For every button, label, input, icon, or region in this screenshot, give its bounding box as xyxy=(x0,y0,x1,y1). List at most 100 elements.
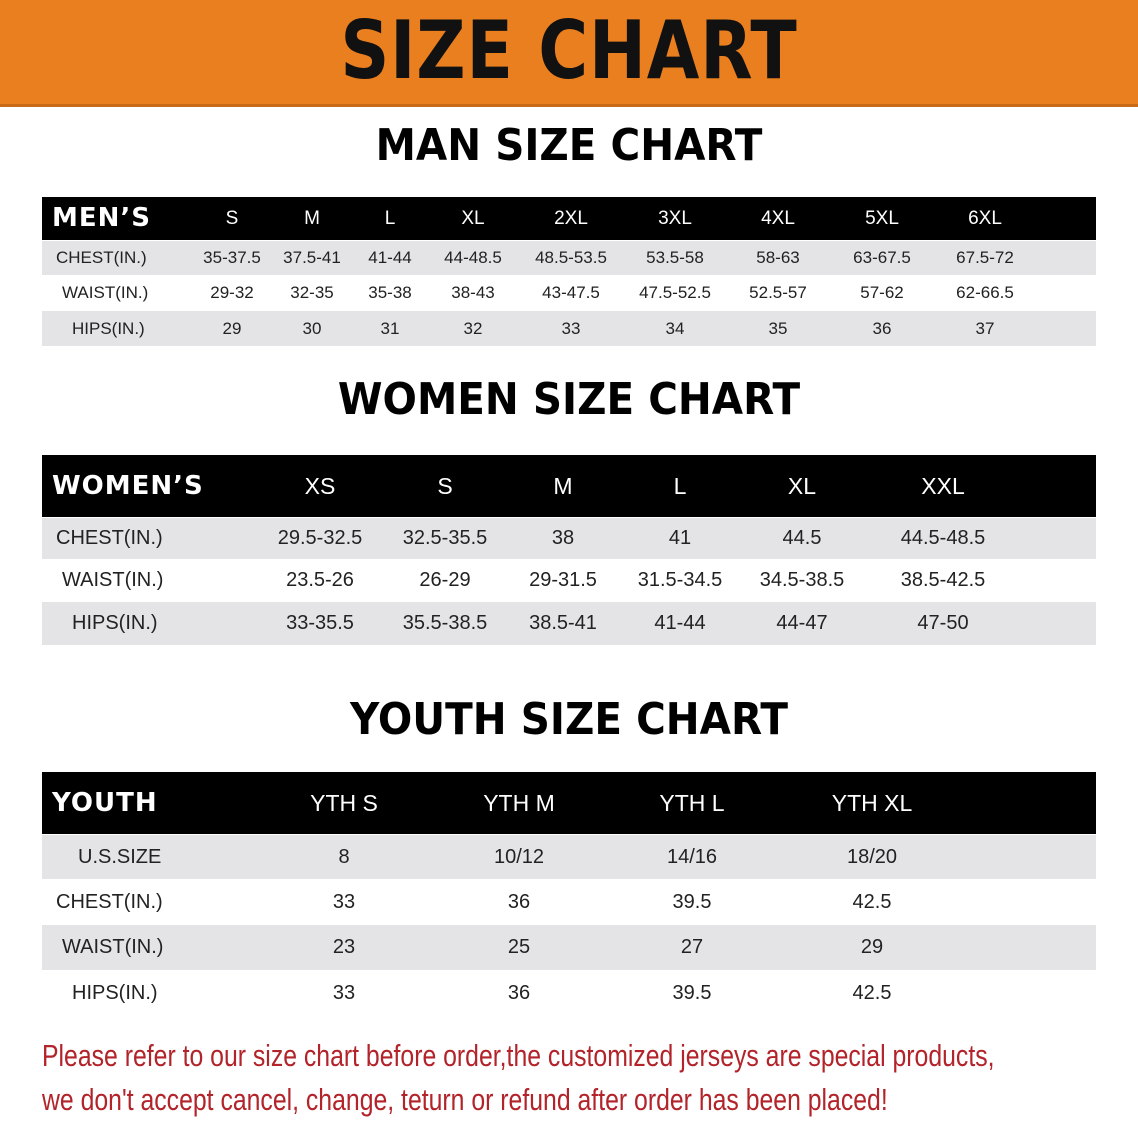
size-header: XL xyxy=(461,208,485,229)
table-cell: 14/16 xyxy=(666,846,718,868)
row-label: WAIST(IN.) xyxy=(62,936,164,958)
table-cell: 47.5-52.5 xyxy=(639,283,711,302)
table-cell: 33-35.5 xyxy=(286,612,354,634)
table-cell: 25 xyxy=(507,936,531,958)
table-cell: 39.5 xyxy=(672,982,712,1004)
table-cell: 29-31.5 xyxy=(529,569,597,591)
table-cell: 30 xyxy=(302,319,322,338)
table-cell: 47-50 xyxy=(917,612,969,634)
table-row: CHEST(IN.) 33 36 39.5 42.5 xyxy=(42,880,1096,924)
table-cell: 18/20 xyxy=(846,846,898,868)
size-header: XL xyxy=(787,473,817,499)
row-label: CHEST(IN.) xyxy=(56,891,163,913)
table-cell: 44-48.5 xyxy=(444,248,502,267)
table-cell: 35 xyxy=(768,319,788,338)
table-cell: 53.5-58 xyxy=(646,248,704,267)
table-cell: 35.5-38.5 xyxy=(402,612,488,634)
table-cell: 29-32 xyxy=(210,283,254,302)
table-header-row: YOUTH YTH S YTH M YTH L YTH XL xyxy=(42,772,1096,834)
table-cell: 29.5-32.5 xyxy=(277,527,363,549)
table-cell: 62-66.5 xyxy=(956,283,1014,302)
table-cell: 23.5-26 xyxy=(286,569,354,591)
table-cell: 37 xyxy=(975,319,995,338)
table-cell: 58-63 xyxy=(756,248,800,267)
table-cell: 38-43 xyxy=(451,283,495,302)
table-cell: 32-35 xyxy=(290,283,334,302)
table-cell: 33 xyxy=(332,982,356,1004)
table-cell: 29 xyxy=(860,936,884,958)
row-label: U.S.SIZE xyxy=(78,846,162,868)
table-cell: 31 xyxy=(380,319,400,338)
table-cell: 34 xyxy=(665,319,685,338)
table-row: WAIST(IN.) 23.5-26 26-29 29-31.5 31.5-34.5 34… xyxy=(42,560,1096,601)
table-cell: 10/12 xyxy=(493,846,545,868)
size-header: 2XL xyxy=(554,208,588,229)
row-label: CHEST(IN.) xyxy=(56,527,163,549)
size-header: YTH S xyxy=(310,790,378,816)
title-banner: SIZE CHART xyxy=(0,0,1138,107)
order-notice-line-2: we don't accept cancel, change, teturn o… xyxy=(42,1082,888,1117)
row-label: HIPS(IN.) xyxy=(72,612,158,634)
table-cell: 38.5-41 xyxy=(529,612,597,634)
size-header: 3XL xyxy=(658,208,692,229)
table-cell: 44.5-48.5 xyxy=(900,527,986,549)
table-cell: 38.5-42.5 xyxy=(900,569,986,591)
women-size-table: WOMEN’S XS S M L XL XXL CHEST(IN.) 29.5-32.5 32.5… xyxy=(42,455,1096,645)
table-cell: 44-47 xyxy=(776,612,828,634)
table-cell: 33 xyxy=(332,891,356,913)
youth-section-title: YOUTH SIZE CHART xyxy=(350,694,788,745)
row-label: CHEST(IN.) xyxy=(56,248,147,267)
row-label: WAIST(IN.) xyxy=(62,569,164,591)
size-header: YTH L xyxy=(659,790,725,816)
table-cell: 43-47.5 xyxy=(542,283,600,302)
table-cell: 41-44 xyxy=(654,612,706,634)
table-cell: 34.5-38.5 xyxy=(759,569,845,591)
row-label: HIPS(IN.) xyxy=(72,319,145,338)
table-cell: 36 xyxy=(507,982,531,1004)
men-size-table: MEN’S S M L XL 2XL 3XL 4XL 5XL 6XL CHEST(IN.) 35-37… xyxy=(42,197,1096,346)
row-label: WAIST(IN.) xyxy=(62,283,149,302)
table-row: CHEST(IN.) 35-37.5 37.5-41 41-44 44-48.5 48.5… xyxy=(42,241,1096,275)
table-cell: 26-29 xyxy=(419,569,471,591)
table-row: WAIST(IN.) 29-32 32-35 35-38 38-43 43-47.5 47.… xyxy=(42,276,1096,310)
table-cell: 52.5-57 xyxy=(749,283,807,302)
table-cell: 31.5-34.5 xyxy=(637,569,723,591)
table-header-row: WOMEN’S XS S M L XL XXL xyxy=(42,455,1096,517)
row-label: HIPS(IN.) xyxy=(72,982,158,1004)
size-header: 5XL xyxy=(865,208,899,229)
table-cell: 36 xyxy=(872,319,892,338)
table-cell: 41 xyxy=(668,527,692,549)
size-header: YTH XL xyxy=(831,790,913,816)
table-cell: 32 xyxy=(463,319,483,338)
table-cell: 57-62 xyxy=(860,283,904,302)
table-cell: 35-37.5 xyxy=(203,248,261,267)
youth-size-table: YOUTH YTH S YTH M YTH L YTH XL U.S.SIZE 8 10/12… xyxy=(42,772,1096,1016)
size-header: M xyxy=(553,473,573,499)
size-header: L xyxy=(384,208,396,229)
header-label: MEN’S xyxy=(52,203,151,233)
size-header: 4XL xyxy=(761,208,795,229)
table-header-row: MEN’S S M L XL 2XL 3XL 4XL 5XL 6XL xyxy=(42,197,1096,240)
table-row: HIPS(IN.) 33 36 39.5 42.5 xyxy=(42,971,1096,1016)
size-header: S xyxy=(437,473,453,499)
table-row: U.S.SIZE 8 10/12 14/16 18/20 xyxy=(42,835,1096,879)
women-section-title: WOMEN SIZE CHART xyxy=(337,374,801,425)
table-cell: 37.5-41 xyxy=(283,248,341,267)
table-cell: 44.5 xyxy=(782,527,822,549)
table-row: CHEST(IN.) 29.5-32.5 32.5-35.5 38 41 44.5 44.5… xyxy=(42,518,1096,559)
table-cell: 32.5-35.5 xyxy=(402,527,488,549)
table-cell: 42.5 xyxy=(852,891,892,913)
size-header: L xyxy=(673,473,687,499)
size-header: 6XL xyxy=(968,208,1002,229)
table-cell: 63-67.5 xyxy=(853,248,911,267)
table-cell: 33 xyxy=(561,319,581,338)
table-cell: 29 xyxy=(222,319,242,338)
table-cell: 39.5 xyxy=(672,891,712,913)
table-cell: 35-38 xyxy=(368,283,412,302)
table-cell: 67.5-72 xyxy=(956,248,1014,267)
order-notice-line-1: Please refer to our size chart before or… xyxy=(42,1038,995,1073)
size-header: YTH M xyxy=(483,790,555,816)
table-cell: 27 xyxy=(680,936,704,958)
table-cell: 48.5-53.5 xyxy=(535,248,607,267)
table-cell: 23 xyxy=(332,936,356,958)
